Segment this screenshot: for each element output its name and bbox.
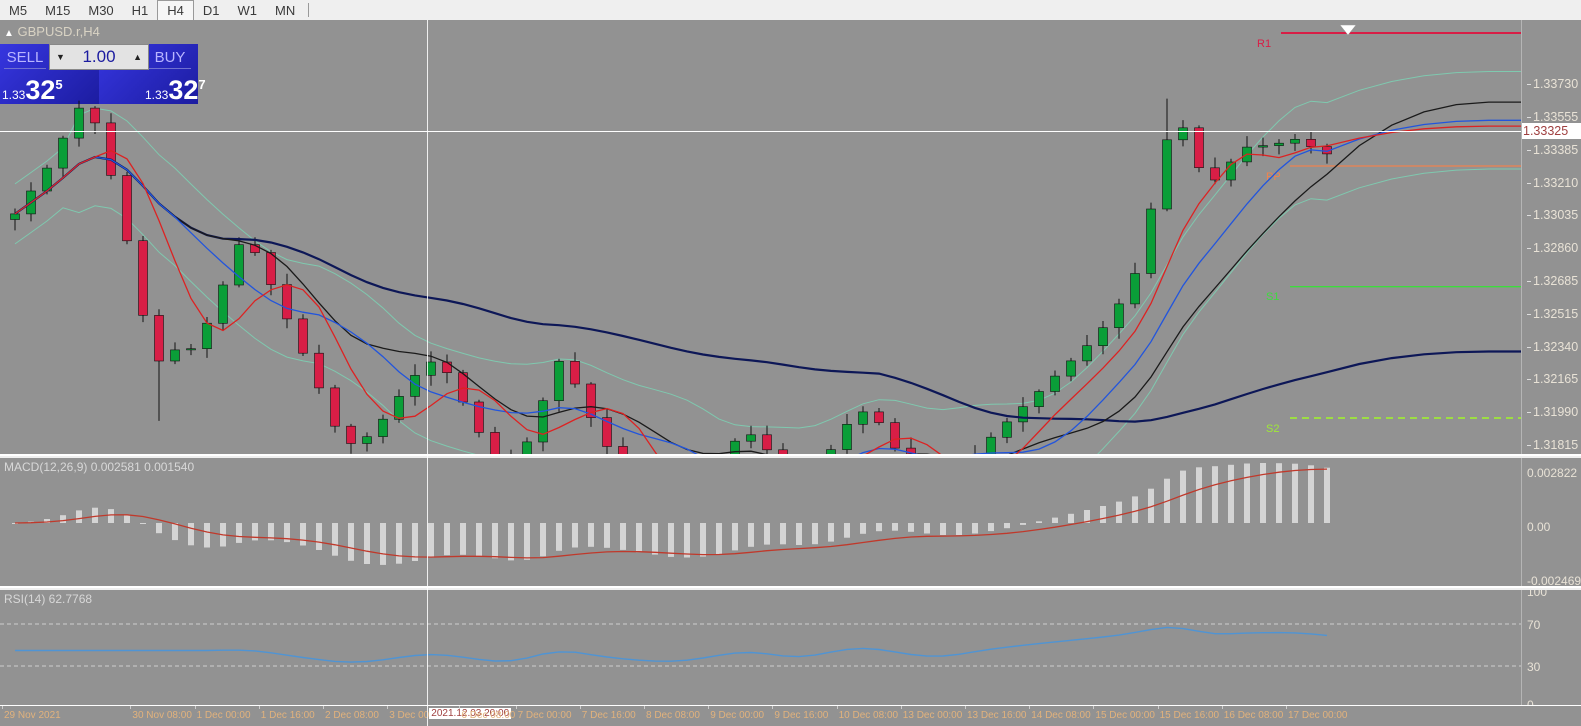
svg-text:R1: R1 (1257, 38, 1271, 50)
svg-text:S1: S1 (1266, 291, 1279, 303)
svg-text:S2: S2 (1266, 423, 1279, 435)
